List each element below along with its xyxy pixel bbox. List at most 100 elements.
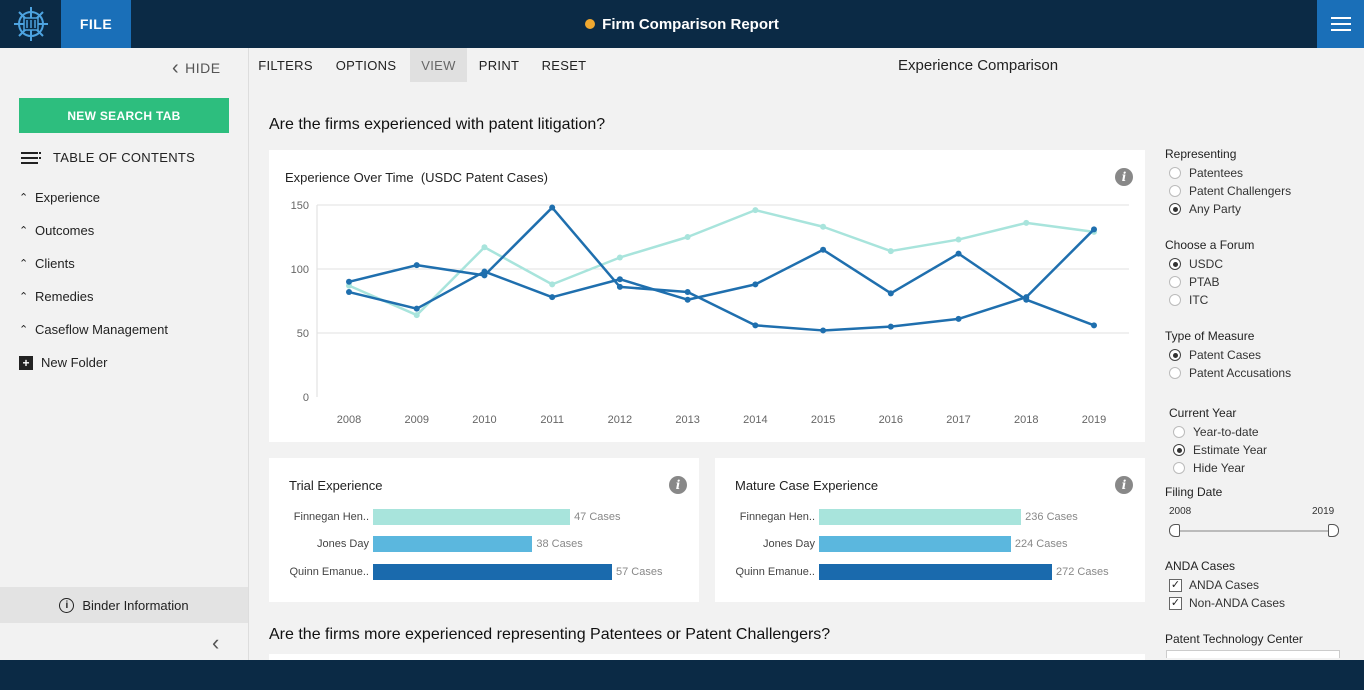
- app-logo[interactable]: [0, 0, 61, 48]
- data-point: [955, 236, 962, 243]
- info-icon[interactable]: i: [1115, 476, 1133, 494]
- radio-label: Patent Accusations: [1189, 366, 1292, 380]
- bar-value-label: 224 Cases: [1014, 538, 1068, 550]
- series-line-1: [348, 208, 1095, 317]
- radio-patentees[interactable]: Patentees: [1169, 166, 1243, 180]
- checkbox-non-anda-cases[interactable]: ✓ Non-ANDA Cases: [1169, 596, 1285, 610]
- x-tick-label: 2011: [540, 414, 564, 426]
- measure-title: Type of Measure: [1165, 329, 1255, 343]
- tech-center-select[interactable]: [1166, 650, 1340, 658]
- x-tick-label: 2008: [337, 414, 361, 426]
- checkbox-anda-cases[interactable]: ✓ ANDA Cases: [1169, 578, 1259, 592]
- hide-label: HIDE: [185, 60, 221, 76]
- new-folder-button[interactable]: + New Folder: [19, 346, 168, 379]
- bar-value-label: 272 Cases: [1056, 566, 1109, 578]
- data-point: [1023, 296, 1030, 303]
- info-icon[interactable]: i: [1115, 168, 1133, 186]
- toc-item-remedies[interactable]: ⌃ Remedies: [19, 280, 168, 313]
- filing-date-slider-min-handle[interactable]: [1169, 524, 1180, 537]
- radio-estimate-year[interactable]: Estimate Year: [1173, 443, 1267, 457]
- data-point: [413, 312, 420, 319]
- bar-value-label: 47 Cases: [574, 511, 621, 523]
- table-of-contents-header[interactable]: TABLE OF CONTENTS: [21, 150, 195, 165]
- radio-ptab[interactable]: PTAB: [1169, 275, 1219, 289]
- radio-icon: [1169, 185, 1181, 197]
- toc-item-clients[interactable]: ⌃ Clients: [19, 247, 168, 280]
- status-dot-icon: [585, 19, 596, 29]
- section-question-1: Are the firms experienced with patent li…: [269, 116, 606, 133]
- radio-icon: [1169, 167, 1181, 179]
- radio-hide-year[interactable]: Hide Year: [1173, 461, 1245, 475]
- radio-patent-challengers[interactable]: Patent Challengers: [1169, 184, 1291, 198]
- report-title-text: Firm Comparison Report: [602, 15, 779, 33]
- toc-item-outcomes[interactable]: ⌃ Outcomes: [19, 214, 168, 247]
- radio-label: Patentees: [1189, 166, 1244, 180]
- trial-experience-card: Trial Experience i Finnegan Hen.. 47 Case…: [269, 458, 699, 602]
- bar[interactable]: [373, 536, 533, 552]
- file-button[interactable]: FILE: [61, 0, 131, 48]
- trial-experience-title: Trial Experience: [289, 478, 383, 493]
- radio-itc[interactable]: ITC: [1169, 293, 1208, 307]
- radio-icon: [1169, 367, 1181, 379]
- data-point: [1091, 226, 1097, 233]
- radio-usdc[interactable]: USDC: [1169, 257, 1223, 271]
- filing-date-slider-track[interactable]: [1174, 530, 1336, 532]
- radio-any-party[interactable]: Any Party: [1169, 202, 1241, 216]
- radio-label: Hide Year: [1193, 461, 1246, 475]
- bar-row: Jones Day 224 Cases: [715, 536, 1145, 552]
- radio-label: USDC: [1189, 257, 1224, 271]
- print-button[interactable]: PRINT: [478, 57, 520, 73]
- collapse-sidebar-chevron-icon[interactable]: ‹: [212, 630, 220, 655]
- bar[interactable]: [819, 509, 1022, 525]
- chevron-up-icon: ⌃: [19, 192, 29, 204]
- radio-label: Year-to-date: [1193, 425, 1259, 439]
- options-button[interactable]: OPTIONS: [335, 57, 397, 73]
- y-tick-label: 50: [297, 328, 309, 340]
- bar-value-label: 57 Cases: [616, 566, 663, 578]
- bar[interactable]: [819, 536, 1011, 552]
- bar[interactable]: [819, 564, 1052, 580]
- toc-item-experience[interactable]: ⌃ Experience: [19, 181, 168, 214]
- bar-row: Finnegan Hen.. 236 Cases: [715, 509, 1145, 525]
- tech-center-title: Patent Technology Center: [1165, 632, 1303, 646]
- radio-patent-cases[interactable]: Patent Cases: [1169, 348, 1261, 362]
- bar-category-label: Finnegan Hen..: [293, 511, 369, 523]
- bar[interactable]: [373, 509, 571, 525]
- checkbox-checked-icon: ✓: [1169, 578, 1182, 592]
- new-search-tab-button[interactable]: NEW SEARCH TAB: [19, 98, 229, 133]
- reset-button[interactable]: RESET: [541, 57, 587, 73]
- x-tick-label: 2018: [1014, 414, 1038, 426]
- data-point: [820, 327, 827, 334]
- filing-date-min-label: 2008: [1169, 506, 1192, 517]
- radio-year-to-date[interactable]: Year-to-date: [1173, 425, 1259, 439]
- chevron-up-icon: ⌃: [19, 225, 29, 237]
- chevron-up-icon: ⌃: [19, 258, 29, 270]
- data-point: [820, 223, 827, 230]
- new-folder-label: New Folder: [41, 355, 108, 370]
- bar[interactable]: [373, 564, 612, 580]
- chevron-up-icon: ⌃: [19, 324, 29, 336]
- toc-item-caseflow-management[interactable]: ⌃ Caseflow Management: [19, 313, 168, 346]
- x-tick-label: 2016: [879, 414, 903, 426]
- menu-button[interactable]: [1317, 0, 1364, 48]
- bar-row: Quinn Emanue.. 272 Cases: [715, 564, 1145, 580]
- info-icon: i: [59, 597, 75, 613]
- info-icon[interactable]: i: [669, 476, 687, 494]
- filters-button[interactable]: FILTERS: [258, 57, 313, 73]
- data-point: [955, 315, 962, 322]
- data-point: [752, 281, 759, 288]
- filing-date-slider-max-handle[interactable]: [1328, 524, 1339, 537]
- hide-sidebar-button[interactable]: ‹ HIDE: [172, 58, 221, 78]
- data-point: [887, 323, 894, 330]
- view-button[interactable]: VIEW: [410, 48, 467, 82]
- radio-patent-accusations[interactable]: Patent Accusations: [1169, 366, 1291, 380]
- series-line-2: [348, 206, 1095, 332]
- checkbox-label: Non-ANDA Cases: [1189, 596, 1286, 610]
- x-tick-label: 2010: [472, 414, 496, 426]
- section-question-2: Are the firms more experienced represent…: [269, 626, 831, 643]
- toolbar: FILTERS OPTIONS VIEW PRINT RESET Experie…: [250, 48, 1364, 82]
- radio-label: Patent Challengers: [1189, 184, 1292, 198]
- binder-information-button[interactable]: i Binder Information: [0, 587, 248, 623]
- representing-title: Representing: [1165, 147, 1237, 161]
- bar-category-label: Quinn Emanue..: [735, 566, 816, 578]
